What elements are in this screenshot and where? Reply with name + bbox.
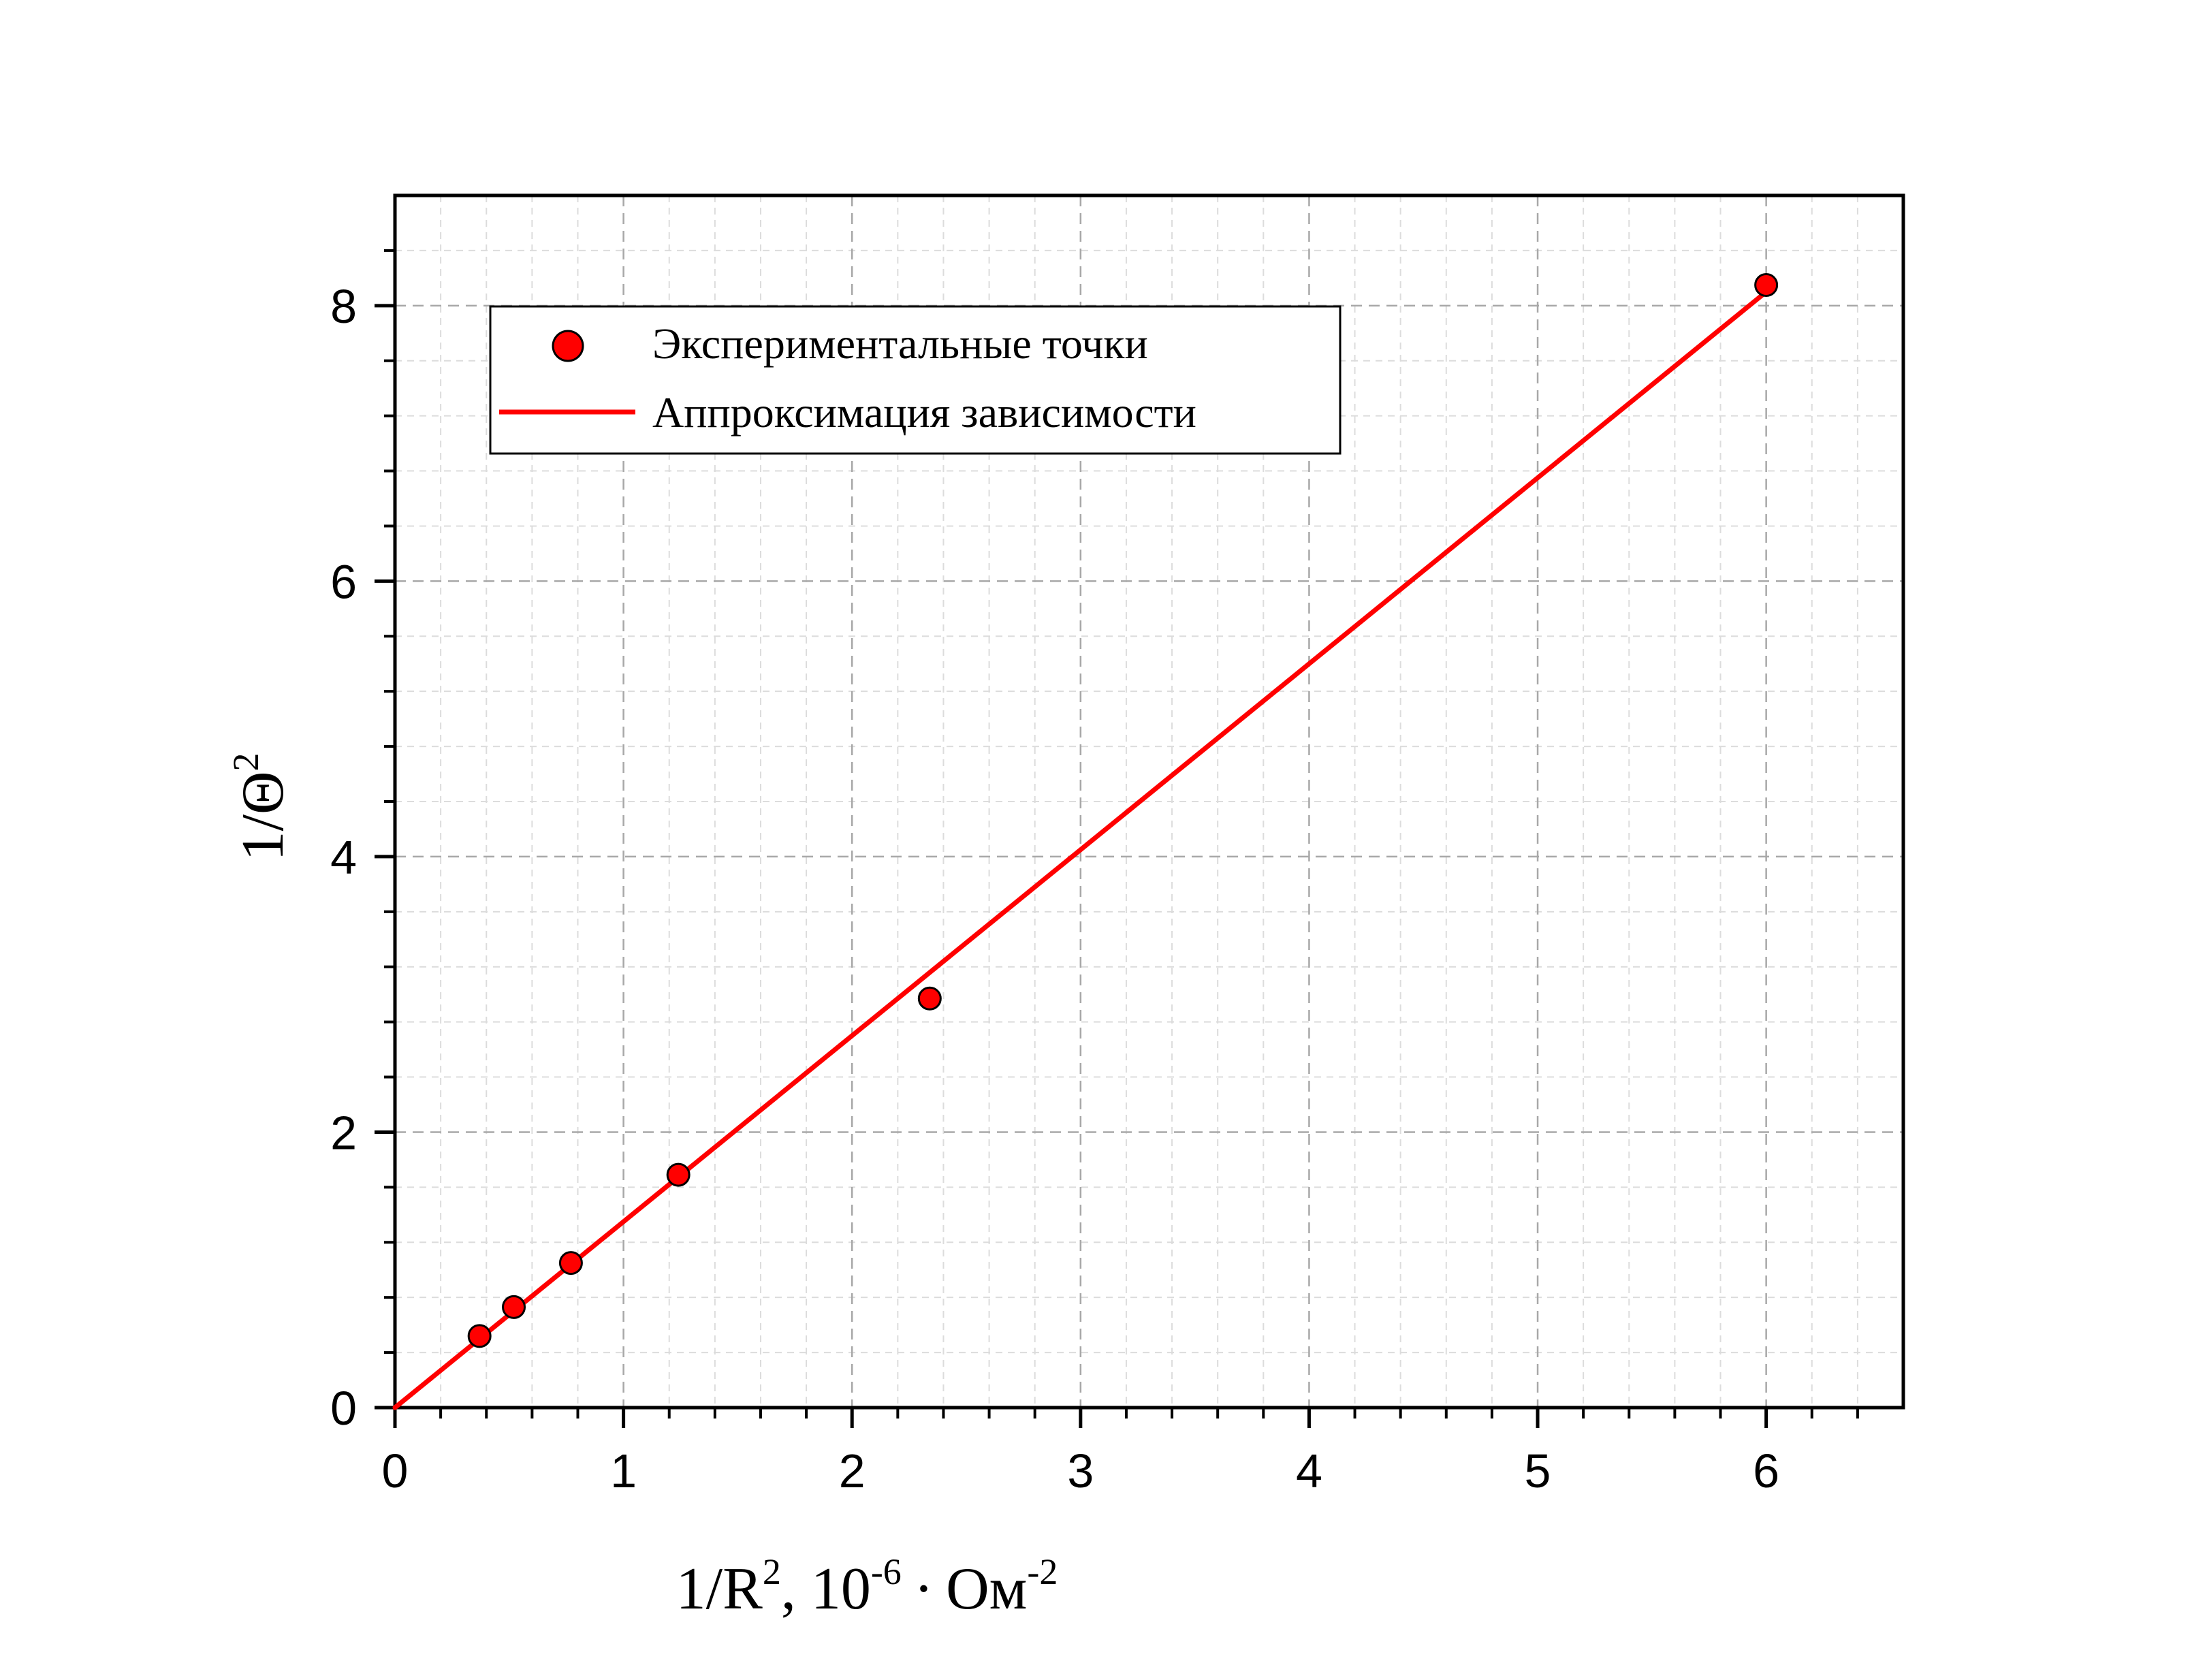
- fit-line: [392, 289, 1769, 1410]
- x-tick-label: 4: [1296, 1444, 1322, 1497]
- x-axis-title-unit: Ом: [946, 1556, 1027, 1622]
- x-tick-label: 3: [1067, 1444, 1094, 1497]
- legend-label-points: Экспериментальные точки: [652, 319, 1148, 368]
- legend-label-line: Аппроксимация зависимости: [652, 388, 1196, 437]
- y-axis-title-sup: 2: [225, 753, 266, 772]
- data-point: [917, 986, 942, 1011]
- x-tick-label: 6: [1753, 1444, 1779, 1497]
- y-tick-label: 2: [330, 1106, 357, 1159]
- x-axis-title-sup1: 2: [763, 1551, 781, 1592]
- x-axis-title-sup3: -2: [1027, 1551, 1058, 1592]
- legend-box: [489, 305, 1342, 455]
- y-axis-title: 1/Θ2: [225, 753, 296, 861]
- x-axis-title-sup2: -6: [871, 1551, 902, 1592]
- x-tick-label: 0: [382, 1444, 409, 1497]
- y-axis-title-main: 1/Θ: [230, 772, 296, 861]
- legend: Экспериментальные точки Аппроксимация за…: [489, 305, 1342, 455]
- y-tick-label: 4: [330, 831, 357, 884]
- x-axis-title-main: 1/R: [676, 1556, 763, 1622]
- data-point: [1754, 272, 1779, 297]
- y-tick-label: 0: [330, 1382, 357, 1435]
- legend-marker-points: [552, 330, 584, 362]
- x-tick-label: 2: [839, 1444, 866, 1497]
- x-tick-label: 5: [1525, 1444, 1551, 1497]
- plot-frame: [393, 193, 1905, 1410]
- axis-ticks: [375, 249, 1859, 1428]
- series-layer: [392, 272, 1779, 1410]
- tick-labels: 0 1 2 3 4 5 6 0 2 4 6 8: [330, 280, 1779, 1497]
- x-axis-title-dot: ·: [914, 1556, 934, 1622]
- data-point: [558, 1251, 583, 1275]
- y-tick-label: 6: [330, 555, 357, 608]
- x-tick-label: 1: [610, 1444, 637, 1497]
- data-point: [666, 1162, 691, 1187]
- x-axis-title: 1/R2, 10-6 · Ом-2: [676, 1551, 1058, 1622]
- data-point: [467, 1324, 492, 1348]
- data-point: [502, 1295, 526, 1319]
- x-axis-title-mid: , 10: [781, 1556, 871, 1622]
- y-tick-label: 8: [330, 280, 357, 333]
